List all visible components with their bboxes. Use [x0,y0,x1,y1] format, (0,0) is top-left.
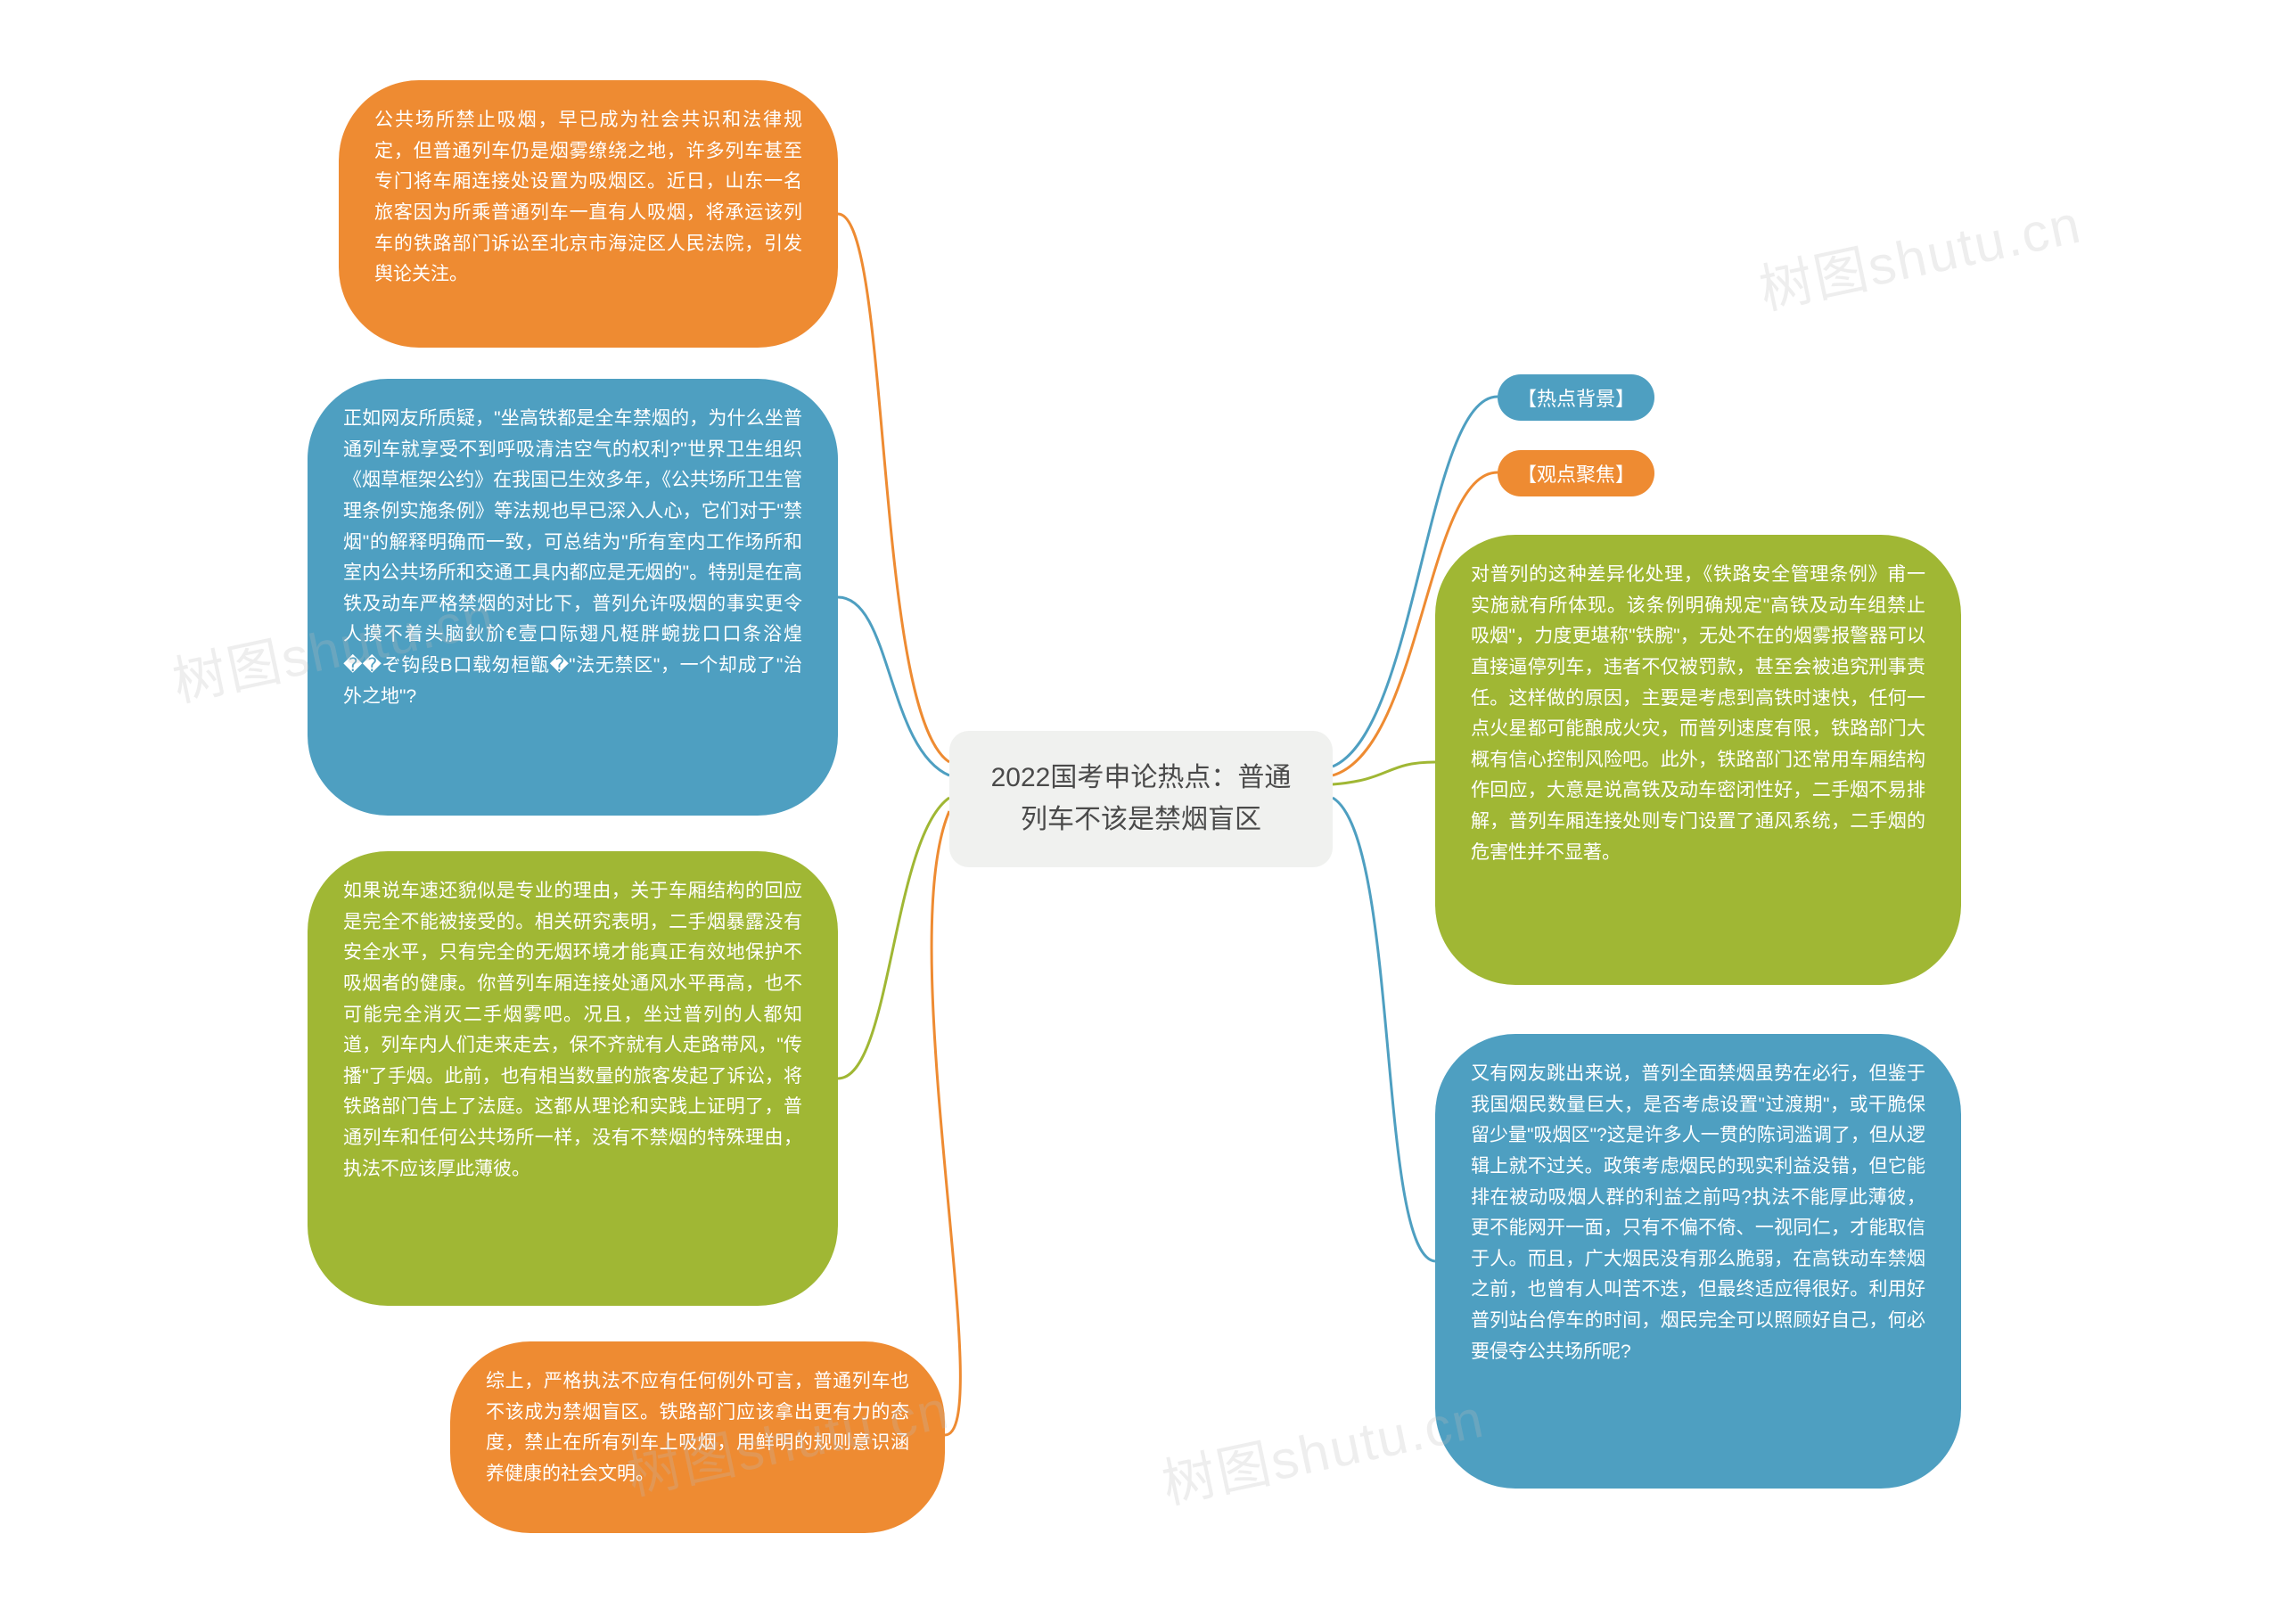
node-text: 综上，严格执法不应有任何例外可言，普通列车也不该成为禁烟盲区。铁路部门应该拿出更… [486,1371,909,1484]
node-text: 正如网友所质疑，"坐高铁都是全车禁烟的，为什么坐普通列车就享受不到呼吸清洁空气的… [343,408,802,707]
watermark-cn: 树图 [1157,1433,1277,1514]
watermark-en: shutu.cn [1862,193,2086,297]
edge [1333,798,1435,1261]
tag-label: 【观点聚焦】 [1517,463,1635,486]
watermark-cn: 树图 [1754,239,1875,320]
watermark-cn: 树图 [168,631,288,712]
tag-bg: 【热点背景】 [1498,374,1654,421]
edge [838,597,949,775]
tag-label: 【热点背景】 [1517,388,1635,410]
content-node-n3: 如果说车速还貌似是专业的理由，关于车厢结构的回应是完全不能被接受的。相关研究表明… [308,851,838,1306]
content-node-n5: 对普列的这种差异化处理，《铁路安全管理条例》甫一实施就有所体现。该条例明确规定"… [1435,535,1961,985]
node-text: 公共场所禁止吸烟，早已成为社会共识和法律规定，但普通列车仍是烟雾缭绕之地，许多列… [374,110,802,284]
node-text: 又有网友跳出来说，普列全面禁烟虽势在必行，但鉴于我国烟民数量巨大，是否考虑设置"… [1471,1063,1925,1362]
content-node-n6: 又有网友跳出来说，普列全面禁烟虽势在必行，但鉴于我国烟民数量巨大，是否考虑设置"… [1435,1034,1961,1489]
content-node-n1: 公共场所禁止吸烟，早已成为社会共识和法律规定，但普通列车仍是烟雾缭绕之地，许多列… [339,80,838,348]
watermark: 树图shutu.cn [1752,181,2088,324]
content-node-n2: 正如网友所质疑，"坐高铁都是全车禁烟的，为什么坐普通列车就享受不到呼吸清洁空气的… [308,379,838,816]
edge [1333,762,1435,784]
node-text: 对普列的这种差异化处理，《铁路安全管理条例》甫一实施就有所体现。该条例明确规定"… [1471,564,1925,863]
node-text: 如果说车速还貌似是专业的理由，关于车厢结构的回应是完全不能被接受的。相关研究表明… [343,881,802,1179]
edge [838,214,949,762]
edge [932,811,960,1435]
content-node-n4: 综上，严格执法不应有任何例外可言，普通列车也不该成为禁烟盲区。铁路部门应该拿出更… [450,1341,945,1533]
mindmap-canvas: 2022国考申论热点：普通列车不该是禁烟盲区 【热点背景】【观点聚焦】 公共场所禁… [0,0,2282,1624]
tag-focus: 【观点聚焦】 [1498,450,1654,496]
center-text: 2022国考申论热点：普通列车不该是禁烟盲区 [991,763,1292,834]
center-node: 2022国考申论热点：普通列车不该是禁烟盲区 [949,731,1333,867]
edge [838,798,949,1079]
